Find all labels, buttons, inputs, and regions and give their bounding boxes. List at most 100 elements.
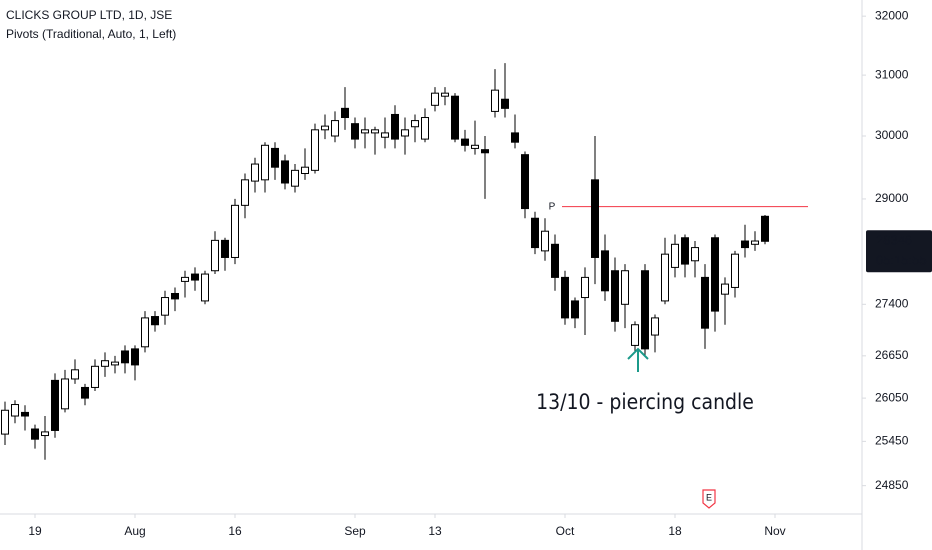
candle-body (421, 117, 429, 140)
candle-body (501, 98, 509, 109)
candle-body (441, 92, 449, 97)
x-tick-label: Oct (556, 524, 575, 538)
candle-body (541, 230, 549, 252)
candle-body (571, 300, 579, 319)
candle-body (61, 378, 69, 410)
candle-body (641, 270, 649, 350)
candle-body (181, 276, 189, 282)
candle-body (141, 317, 149, 348)
candle-body (281, 160, 289, 184)
candle-body (371, 129, 379, 134)
earnings-label: E (706, 492, 712, 502)
candle-body (291, 169, 299, 187)
candle-body (111, 361, 119, 366)
candle-body (661, 253, 669, 302)
candle-body (601, 250, 609, 292)
indicator-label: Pivots (Traditional, Auto, 1, Left) (6, 27, 176, 41)
candle-body (751, 240, 759, 245)
candle-body (741, 240, 749, 249)
candle-body (191, 273, 199, 281)
candle-body (531, 217, 539, 249)
y-tick-label: 31000 (875, 67, 909, 81)
candle-body (261, 144, 269, 181)
y-tick-label: 26650 (875, 348, 909, 362)
y-tick-label: 25450 (875, 434, 909, 448)
candle-body (591, 179, 599, 258)
candle-body (701, 276, 709, 329)
x-tick-label: 18 (668, 524, 682, 538)
x-tick-label: Sep (344, 524, 366, 538)
candle-body (461, 138, 469, 146)
candle-body (201, 273, 209, 302)
candle-body (301, 166, 309, 175)
y-tick-label: 27400 (875, 296, 909, 310)
x-tick-label: Aug (124, 524, 145, 538)
candle-body (451, 95, 459, 140)
y-tick-label: 32000 (875, 8, 909, 22)
candle-body (331, 120, 339, 137)
x-tick-label: 19 (28, 524, 42, 538)
candle-body (651, 317, 659, 336)
candle-body (1, 409, 9, 435)
y-tick-label: 24850 (875, 478, 909, 492)
candle-body (511, 132, 519, 143)
candle-body (51, 379, 59, 431)
price-box (866, 230, 932, 273)
candle-body (161, 297, 169, 316)
candle-body (321, 125, 329, 131)
candle-body (311, 129, 319, 171)
candle-body (731, 253, 739, 288)
candle-body (271, 147, 279, 168)
y-tick-label: 26050 (875, 390, 909, 404)
candle-body (221, 239, 229, 258)
candle-body (721, 283, 729, 295)
annotation-text: 13/10 - piercing candle (536, 390, 754, 414)
candle-body (101, 360, 109, 367)
candle-body (711, 237, 719, 312)
candle-body (151, 316, 159, 326)
annotation-arrow-head (627, 347, 649, 360)
candle-body (81, 386, 89, 399)
y-tick-label: 30000 (875, 128, 909, 142)
candle-body (481, 149, 489, 154)
candle-body (761, 215, 769, 242)
candle-body (691, 247, 699, 262)
earnings-badge (702, 489, 716, 509)
chart-title: CLICKS GROUP LTD, 1D, JSE (6, 8, 172, 22)
candle-body (91, 365, 99, 388)
candle-body (411, 120, 419, 128)
candle-body (381, 132, 389, 138)
candle-body (11, 404, 19, 417)
candle-body (401, 129, 409, 137)
candle-body (551, 243, 559, 278)
candle-body (251, 163, 259, 182)
candle-body (71, 369, 79, 380)
candle-body (211, 239, 219, 272)
candle-body (171, 292, 179, 300)
candle-body (361, 129, 369, 134)
candle-body (41, 431, 49, 437)
candle-body (471, 144, 479, 149)
candle-body (491, 89, 499, 112)
candle-body (131, 348, 139, 366)
candle-body (671, 243, 679, 268)
candle-body (561, 276, 569, 319)
pivot-label: P (549, 201, 556, 212)
candle-body (21, 411, 29, 417)
candle-body (631, 324, 639, 346)
countdown-label: 05:15:55 (876, 253, 927, 268)
candle-body (341, 107, 349, 119)
candle-body (581, 276, 589, 299)
candle-body (521, 154, 529, 210)
x-tick-label: Nov (764, 524, 785, 538)
candle-body (681, 237, 689, 265)
candle-body (351, 123, 359, 140)
candle-body (391, 113, 399, 140)
candle-body (611, 270, 619, 322)
x-tick-label: 16 (228, 524, 242, 538)
candle-body (31, 428, 39, 440)
candle-body (431, 92, 439, 106)
candle-body (241, 179, 249, 206)
